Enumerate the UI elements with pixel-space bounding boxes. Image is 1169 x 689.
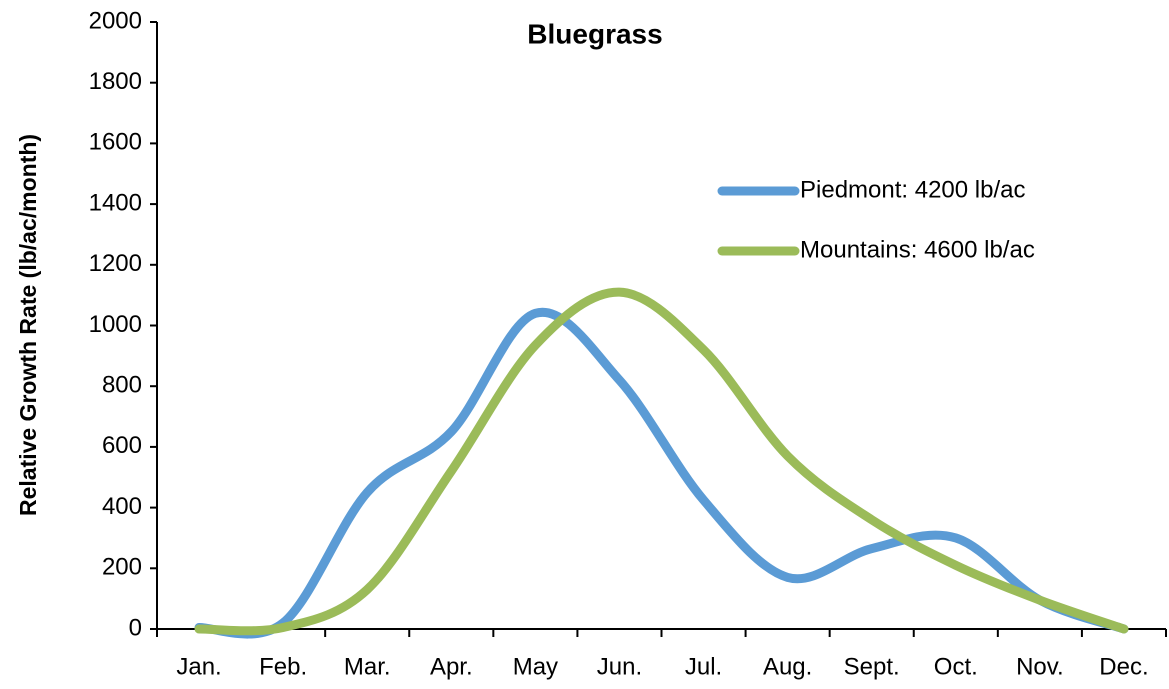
x-tick-label: Apr. bbox=[430, 653, 473, 680]
y-tick-label: 800 bbox=[102, 372, 142, 399]
series-line bbox=[194, 307, 1129, 639]
y-axis-label: Relative Growth Rate (lb/ac/month) bbox=[15, 134, 41, 516]
y-tick-label: 2000 bbox=[89, 7, 142, 34]
y-tick-label: 1600 bbox=[89, 129, 142, 156]
y-tick-label: 600 bbox=[102, 432, 142, 459]
x-tick-label: Feb. bbox=[259, 653, 307, 680]
x-tick-label: Mar. bbox=[344, 653, 391, 680]
y-tick-label: 1400 bbox=[89, 189, 142, 216]
x-tick-label: Sept. bbox=[844, 653, 900, 680]
series-line bbox=[194, 287, 1129, 636]
y-tick-label: 1200 bbox=[89, 250, 142, 277]
x-tick-label: Aug. bbox=[763, 653, 812, 680]
chart-title: Bluegrass bbox=[527, 18, 662, 49]
legend-label: Mountains: 4600 lb/ac bbox=[800, 236, 1035, 263]
y-tick-label: 1000 bbox=[89, 311, 142, 338]
x-tick-label: Dec. bbox=[1099, 653, 1148, 680]
y-tick-label: 400 bbox=[102, 493, 142, 520]
x-tick-label: May bbox=[513, 653, 558, 680]
y-tick-label: 1800 bbox=[89, 68, 142, 95]
legend-label: Piedmont: 4200 lb/ac bbox=[800, 176, 1025, 203]
x-tick-label: Jun. bbox=[597, 653, 642, 680]
y-tick-label: 200 bbox=[102, 554, 142, 581]
x-tick-label: Jan. bbox=[176, 653, 221, 680]
x-tick-label: Oct. bbox=[934, 653, 978, 680]
x-tick-label: Nov. bbox=[1016, 653, 1064, 680]
x-tick-label: Jul. bbox=[685, 653, 722, 680]
y-tick-label: 0 bbox=[129, 614, 142, 641]
